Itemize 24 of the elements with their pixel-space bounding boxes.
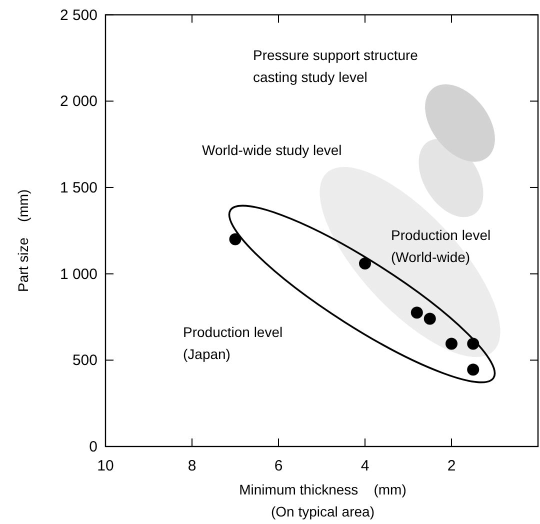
y-tick-label: 0 bbox=[89, 438, 98, 456]
y-tick-label: 1 500 bbox=[60, 179, 98, 196]
x-axis-title: Minimum thickness (mm) (On typical area) bbox=[239, 482, 406, 520]
point bbox=[359, 257, 371, 270]
annotation: Pressure support structure casting study level bbox=[253, 47, 418, 85]
point bbox=[467, 338, 480, 350]
y-tick-label: 2 500 bbox=[60, 6, 98, 24]
x-tick-label: 10 bbox=[97, 458, 114, 474]
point bbox=[410, 306, 423, 319]
point bbox=[446, 338, 458, 350]
annotation: Production level (Japan) bbox=[183, 324, 283, 362]
y-tick-label: 2 000 bbox=[60, 93, 98, 110]
y-tick-label: 500 bbox=[72, 352, 98, 370]
x-tick-label: 4 bbox=[360, 458, 370, 474]
annotation: World-wide study level bbox=[202, 142, 342, 158]
point bbox=[424, 312, 436, 325]
x-tick-label: 2 bbox=[447, 458, 456, 474]
y-tick-label: 1 000 bbox=[60, 266, 98, 283]
point bbox=[467, 364, 480, 376]
x-tick-label: 6 bbox=[274, 458, 283, 474]
annotation: Production level (World-wide) bbox=[391, 227, 491, 265]
x-tick-label: 8 bbox=[188, 458, 196, 474]
point bbox=[229, 233, 242, 246]
y-axis-title: Part size (mm) bbox=[15, 189, 31, 292]
